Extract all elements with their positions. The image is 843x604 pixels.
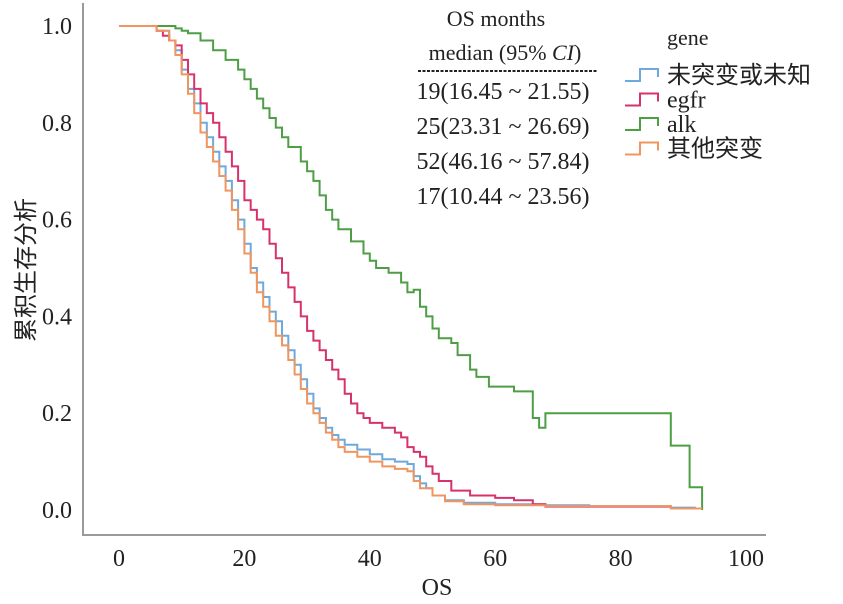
x-tick-label: 20 (232, 546, 256, 572)
y-axis-title: 累积生存分析 (13, 198, 40, 342)
annotation-row-1: 19(16.45 ~ 21.55) (417, 79, 590, 105)
annotation-header-median: median (95% (429, 40, 552, 65)
survival-curve-alk (119, 25, 704, 510)
annotation-header-line1: OS months (447, 6, 545, 31)
y-tick-label: 1.0 (42, 14, 72, 40)
legend-step-swatch-icon (625, 141, 659, 156)
legend-label: 其他突变 (667, 136, 763, 163)
y-tick-label: 0.8 (42, 111, 72, 137)
y-tick-label: 0.2 (42, 401, 72, 427)
annotation-header-ci: CI (552, 40, 576, 65)
y-tick-label: 0.0 (42, 498, 72, 524)
legend-item-unmutated-unknown: 未突变或未知 (625, 62, 811, 89)
legend-label: 未突变或未知 (667, 62, 811, 89)
legend-item-egfr: egfr (625, 88, 706, 114)
y-tick-labels: 0.0 0.2 0.4 0.6 0.8 1.0 (42, 14, 72, 524)
legend-item-other-mutation: 其他突变 (625, 136, 763, 163)
x-tick-label: 60 (483, 546, 507, 572)
y-tick-label: 0.6 (42, 208, 72, 234)
legend-label: alk (667, 112, 696, 138)
x-tick-label: 100 (728, 546, 764, 572)
legend-item-alk: alk (625, 112, 696, 138)
survival-curve-egfr (119, 25, 671, 508)
legend-step-swatch-icon (625, 117, 659, 131)
legend-step-swatch-icon (625, 68, 659, 82)
legend-step-swatch-icon (625, 92, 659, 107)
x-tick-label: 40 (358, 546, 382, 572)
annotation-row-2: 25(23.31 ~ 26.69) (417, 114, 590, 140)
y-tick-label: 0.4 (42, 304, 72, 330)
survival-curve-other-mutation (119, 25, 703, 510)
x-axis-title: OS (422, 575, 453, 601)
legend-title: gene (667, 25, 709, 50)
annotation-row-3: 52(46.16 ~ 57.84) (417, 149, 590, 175)
survival-curve-unmutated-unknown (119, 25, 696, 509)
annotation-row-4: 17(10.44 ~ 23.56) (417, 184, 590, 210)
legend-label: egfr (667, 88, 706, 114)
median-annotation: OS months median (95% CI) 19(16.45 ~ 21.… (417, 6, 597, 210)
x-tick-labels: 0 20 40 60 80 100 (113, 546, 764, 572)
x-tick-label: 0 (113, 546, 125, 572)
annotation-header-close: ) (574, 40, 581, 65)
survival-curves (119, 25, 704, 510)
annotation-header-line2: median (95% CI) (429, 40, 582, 65)
x-tick-label: 80 (609, 546, 633, 572)
